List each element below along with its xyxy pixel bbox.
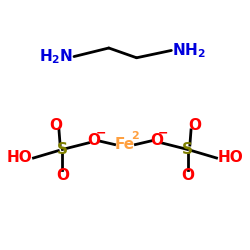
Text: HO: HO [6, 150, 32, 166]
Text: $\mathdefault{NH_2}$: $\mathdefault{NH_2}$ [172, 41, 207, 60]
Text: 2: 2 [132, 131, 139, 141]
Text: O: O [181, 168, 194, 182]
Text: $\mathdefault{H_2N}$: $\mathdefault{H_2N}$ [39, 47, 73, 66]
Text: O: O [150, 134, 163, 148]
Text: S: S [57, 142, 68, 157]
Text: Fe: Fe [115, 137, 135, 152]
Text: HO: HO [218, 150, 244, 166]
Text: S: S [182, 142, 193, 157]
Text: O: O [49, 118, 62, 132]
Text: −: − [158, 126, 168, 140]
Text: O: O [87, 134, 100, 148]
Text: O: O [188, 118, 201, 132]
Text: −: − [96, 126, 106, 140]
Text: O: O [56, 168, 69, 182]
